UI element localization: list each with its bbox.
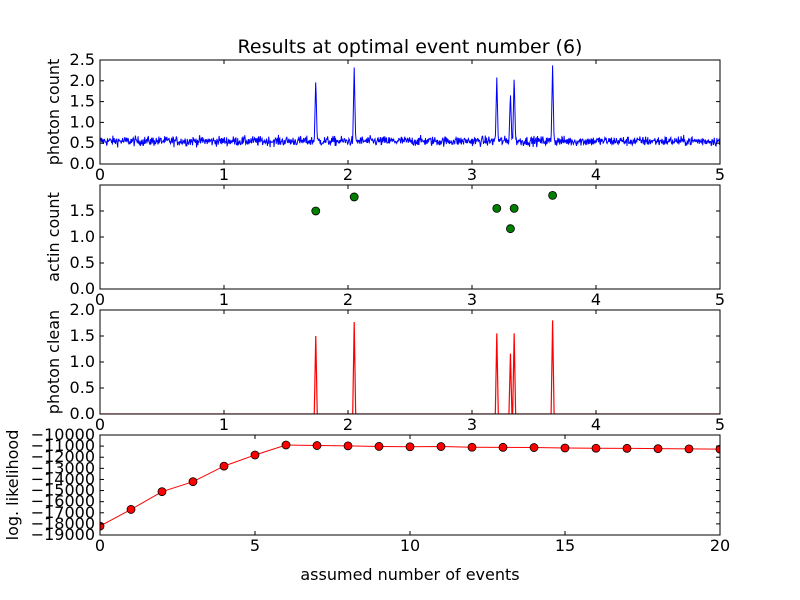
log-likelihood-point-6 xyxy=(281,440,291,450)
x-tick-label: 0 xyxy=(95,290,105,309)
x-tick-label: 3 xyxy=(467,415,477,434)
actin-point-6 xyxy=(548,190,557,200)
log-likelihood-point-17 xyxy=(622,443,632,453)
log-likelihood-point-7 xyxy=(312,441,322,450)
log-likelihood-point-4 xyxy=(219,461,229,471)
log-likelihood-point-16 xyxy=(591,443,601,453)
log-likelihood-point-18 xyxy=(653,444,663,454)
log-likelihood-point-12 xyxy=(467,442,477,452)
actin-point-5 xyxy=(509,203,519,213)
y-tick-label: −15000 xyxy=(31,481,95,500)
plot-area xyxy=(100,440,720,531)
y-tick-label: 0.0 xyxy=(70,154,95,173)
x-tick-label: 3 xyxy=(467,165,477,184)
y-axis-label: actin count xyxy=(44,192,63,282)
x-tick-label: 1 xyxy=(219,290,229,309)
actin-point-3 xyxy=(492,203,502,213)
y-tick-label: −19000 xyxy=(31,525,95,544)
x-tick-label: 4 xyxy=(591,290,601,309)
x-tick-label: 5 xyxy=(715,290,725,309)
x-tick-label: 5 xyxy=(715,165,725,184)
log-likelihood-point-20 xyxy=(715,444,720,454)
y-tick-label: −18000 xyxy=(31,514,95,533)
log-likelihood-point-14 xyxy=(529,443,539,452)
y-tick-label: 1.0 xyxy=(70,112,95,131)
subplot-1: 0 1 2 3 4 5 0.0 0.5 1.01.5 2.0 2.5 photon count xyxy=(44,50,725,184)
x-tick-label: 20 xyxy=(710,536,730,555)
x-tick-label: 4 xyxy=(591,415,601,434)
y-tick-label: −13000 xyxy=(31,458,95,477)
x-tick-label: 1 xyxy=(219,165,229,184)
y-tick-label: −16000 xyxy=(31,492,95,511)
y-tick-label: 2.0 xyxy=(70,300,95,319)
log-likelihood-point-2 xyxy=(157,487,167,497)
subplot-2: 0 1 2 3 4 5 0.0 0.5 1.0 1.5 actin count xyxy=(44,184,725,309)
x-tick-label: 0 xyxy=(95,165,105,184)
plot-area xyxy=(311,190,557,234)
log-likelihood-point-1 xyxy=(126,505,136,514)
plot-frame xyxy=(99,59,721,165)
y-axis-label: photon clean xyxy=(44,310,63,414)
y-tick-label: 1.0 xyxy=(70,352,95,371)
x-tick-label: 0 xyxy=(95,415,105,434)
y-tick-label: −17000 xyxy=(31,503,95,522)
x-tick-label: 5 xyxy=(250,536,260,555)
y-tick-label: −10000 xyxy=(31,425,95,444)
y-tick-label: 0.5 xyxy=(70,133,95,152)
subplot-4: 0 5 10 15 20−19000−18000−17000−16000−15000−1… xyxy=(3,425,730,584)
actin-point-1 xyxy=(311,206,321,216)
log-likelihood-point-11 xyxy=(436,442,446,451)
actin-point-4 xyxy=(506,224,515,234)
x-tick-label: 5 xyxy=(715,415,725,434)
log-likelihood-point-15 xyxy=(560,443,570,453)
log-likelihood-point-13 xyxy=(498,442,508,452)
y-tick-label: 0.0 xyxy=(70,279,95,298)
x-tick-label: 4 xyxy=(591,165,601,184)
log-likelihood-point-5 xyxy=(250,450,260,460)
log-likelihood-point-19 xyxy=(684,444,694,454)
x-tick-label: 0 xyxy=(95,536,105,555)
x-axis-label: assumed number of events xyxy=(300,565,519,584)
x-tick-label: 1 xyxy=(219,415,229,434)
x-tick-label: 15 xyxy=(555,536,575,555)
subplot-3: 0 1 2 3 4 5 0.0 0.5 1.0 1.5 2.0 photon clean xyxy=(44,300,725,434)
plot-area xyxy=(100,65,720,148)
y-axis-label: log. likelihood xyxy=(3,430,22,541)
y-tick-label: 1.5 xyxy=(70,326,95,345)
x-tick-label: 2 xyxy=(343,290,353,309)
log-likelihood-point-3 xyxy=(188,477,198,487)
y-tick-label: −14000 xyxy=(31,469,95,488)
y-tick-label: 0.5 xyxy=(70,378,95,397)
y-tick-label: 1.5 xyxy=(70,92,95,111)
y-axis-label: photon count xyxy=(44,59,63,166)
y-tick-label: −11000 xyxy=(31,436,95,455)
y-tick-label: 2.0 xyxy=(70,71,95,90)
x-tick-label: 10 xyxy=(400,536,420,555)
log-likelihood-point-10 xyxy=(405,442,415,452)
log-likelihood-point-9 xyxy=(374,442,384,451)
x-tick-label: 2 xyxy=(343,165,353,184)
y-tick-label: −12000 xyxy=(31,447,95,466)
y-tick-label: 0.0 xyxy=(70,404,95,423)
photon-count-series xyxy=(100,65,720,148)
log-likelihood-point-8 xyxy=(343,441,353,451)
x-tick-label: 3 xyxy=(467,290,477,309)
y-tick-label: 1.0 xyxy=(70,227,95,246)
y-tick-label: 0.5 xyxy=(70,253,95,272)
y-tick-label: 2.5 xyxy=(70,50,95,69)
figure-title: Results at optimal event number (6) xyxy=(238,36,583,58)
y-tick-label: 1.5 xyxy=(70,201,95,220)
actin-point-2 xyxy=(349,192,359,202)
x-tick-label: 2 xyxy=(343,415,353,434)
